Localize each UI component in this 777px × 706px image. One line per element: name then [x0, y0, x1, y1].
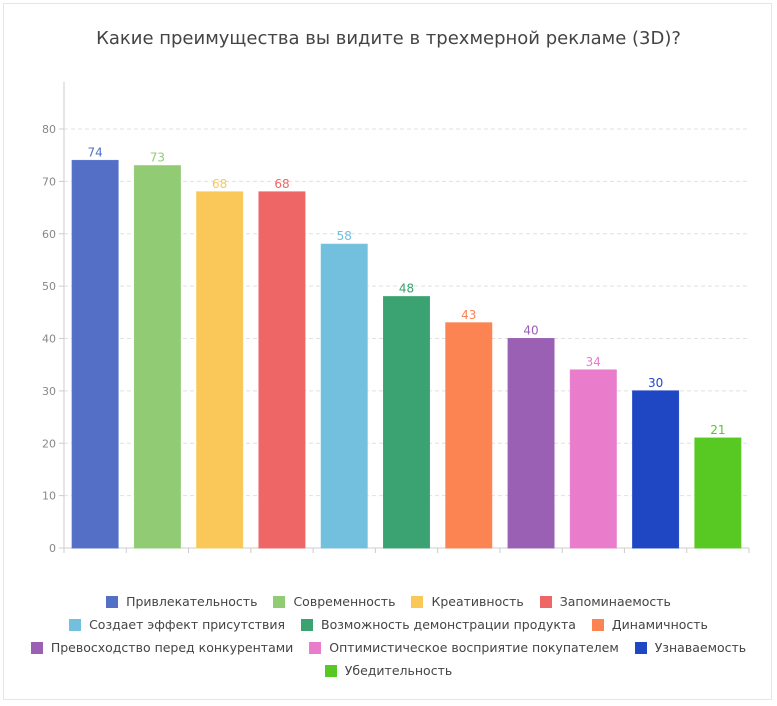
bar-11 [694, 437, 742, 549]
legend-label: Запоминаемость [559, 594, 671, 609]
bar-4 [258, 191, 306, 549]
y-tick-label: 50 [42, 280, 56, 293]
data-label: 30 [648, 376, 663, 390]
legend-item[interactable]: Запоминаемость [539, 594, 671, 609]
legend-label: Оптимистическое восприятие покупателем [329, 640, 619, 655]
data-label: 74 [87, 145, 102, 159]
bar-6 [383, 296, 430, 549]
legend-row: Привлекательность Современность Креативнос… [0, 590, 777, 613]
bar-1 [71, 159, 119, 549]
legend-row: Создает эффект присутствия Возможность де… [0, 613, 777, 636]
bar-9 [569, 369, 617, 549]
data-label: 40 [523, 324, 538, 338]
legend-item[interactable]: Узнаваемость [634, 640, 747, 655]
legend-item[interactable]: Убедительность [324, 663, 453, 678]
legend-swatch [539, 595, 552, 608]
y-tick-label: 60 [42, 228, 56, 241]
bar-2 [133, 165, 181, 549]
legend-item[interactable]: Креативность [411, 594, 524, 609]
y-tick-label: 80 [42, 123, 56, 136]
bar-5 [320, 243, 368, 549]
chart-title: Какие преимущества вы видите в трехмерно… [96, 28, 681, 49]
bar-10 [632, 390, 680, 549]
chart-frame [3, 3, 772, 700]
legend-swatch [324, 664, 337, 677]
data-label: 68 [212, 177, 227, 191]
legend-swatch [106, 595, 119, 608]
legend-swatch [30, 641, 43, 654]
legend-item[interactable]: Возможность демонстрации продукта [301, 617, 576, 632]
legend-label: Убедительность [344, 663, 453, 678]
legend-row: Превосходство перед конкурентами Оптимист… [0, 636, 777, 659]
legend-swatch [301, 618, 314, 631]
legend: Привлекательность Современность Креативнос… [0, 590, 777, 682]
legend-label: Превосходство перед конкурентами [50, 640, 294, 655]
data-label: 73 [150, 151, 165, 165]
data-label: 43 [461, 308, 476, 322]
y-tick-label: 40 [42, 333, 56, 346]
legend-item[interactable]: Оптимистическое восприятие покупателем [309, 640, 619, 655]
y-tick-label: 0 [49, 542, 56, 555]
y-tick-label: 20 [42, 437, 56, 450]
legend-item[interactable]: Привлекательность [106, 594, 257, 609]
legend-label: Современность [293, 594, 396, 609]
legend-swatch [634, 641, 647, 654]
legend-label: Креативность [431, 594, 524, 609]
legend-item[interactable]: Современность [273, 594, 395, 609]
legend-swatch [69, 618, 82, 631]
legend-item[interactable]: Превосходство перед конкурентами [30, 640, 294, 655]
legend-swatch [309, 641, 322, 654]
legend-label: Динамичность [611, 617, 708, 632]
legend-row: Убедительность [0, 659, 777, 682]
y-tick-label: 70 [42, 175, 56, 188]
y-tick-label: 30 [42, 385, 56, 398]
data-label: 21 [710, 423, 725, 437]
legend-label: Возможность демонстрации продукта [321, 617, 576, 632]
data-label: 34 [586, 355, 601, 369]
bar-8 [507, 338, 555, 549]
legend-label: Узнаваемость [654, 640, 747, 655]
bar-7 [445, 322, 493, 549]
legend-item[interactable]: Динамичность [591, 617, 708, 632]
data-label: 48 [399, 282, 414, 296]
y-tick-label: 10 [42, 490, 56, 503]
legend-swatch [591, 618, 604, 631]
legend-label: Создает эффект присутствия [89, 617, 286, 632]
legend-item[interactable]: Создает эффект присутствия [69, 617, 285, 632]
data-label: 58 [337, 229, 352, 243]
data-label: 68 [274, 177, 289, 191]
legend-label: Привлекательность [126, 594, 258, 609]
legend-swatch [273, 595, 286, 608]
legend-swatch [411, 595, 424, 608]
bar-3 [196, 191, 244, 549]
